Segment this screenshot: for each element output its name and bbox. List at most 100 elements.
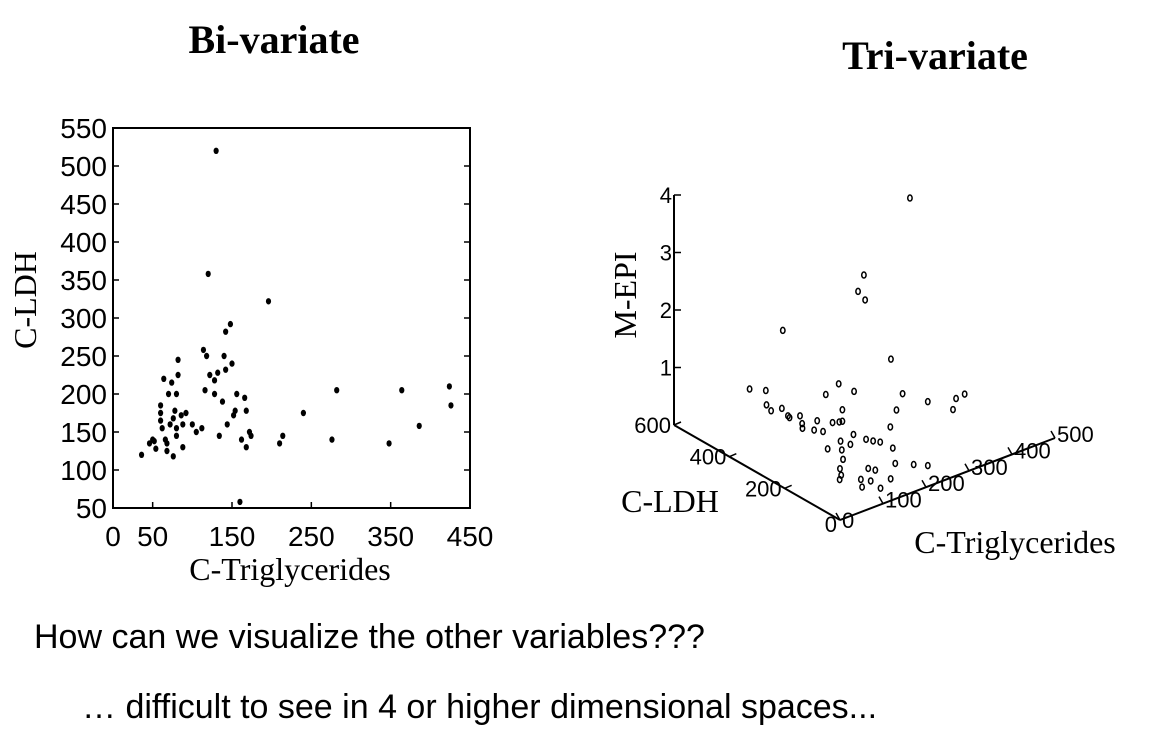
bivariate-point bbox=[164, 440, 170, 447]
trivariate-point bbox=[840, 455, 846, 464]
trivariate-point bbox=[889, 444, 896, 452]
bivariate-y-tick-label: 400 bbox=[60, 227, 107, 258]
trivariate-point bbox=[811, 426, 818, 434]
trivariate-z-tick-label: 4 bbox=[660, 183, 672, 208]
trivariate-y-tick bbox=[839, 516, 848, 521]
bivariate-point bbox=[169, 379, 175, 386]
bivariate-point bbox=[178, 412, 184, 419]
trivariate-point bbox=[814, 417, 821, 425]
bivariate-point bbox=[161, 375, 167, 382]
bivariate-point bbox=[216, 432, 222, 439]
bivariate-point bbox=[329, 436, 335, 443]
trivariate-y-axis bbox=[673, 424, 841, 521]
bivariate-point bbox=[243, 444, 249, 451]
bivariate-point bbox=[227, 320, 234, 328]
trivariate-point bbox=[797, 412, 803, 420]
caption-question: How can we visualize the other variables… bbox=[34, 618, 705, 656]
bivariate-y-tick-label: 100 bbox=[60, 455, 107, 486]
bivariate-point bbox=[151, 437, 157, 445]
bivariate-y-tick-label: 50 bbox=[76, 493, 107, 524]
bivariate-point bbox=[229, 360, 235, 367]
bivariate-point bbox=[173, 432, 180, 439]
trivariate-y-axis-label: C-LDH bbox=[621, 483, 719, 519]
bivariate-point bbox=[448, 402, 454, 409]
trivariate-y-tick-label: 400 bbox=[690, 445, 727, 470]
trivariate-y-tick-label: 0 bbox=[825, 512, 837, 537]
trivariate-point bbox=[872, 466, 879, 474]
trivariate-point bbox=[851, 387, 858, 396]
trivariate-point bbox=[887, 475, 894, 483]
trivariate-point bbox=[779, 326, 786, 335]
bivariate-point bbox=[189, 421, 195, 428]
trivariate-point bbox=[822, 390, 829, 399]
trivariate-point bbox=[746, 385, 753, 393]
trivariate-x-tick bbox=[835, 512, 841, 521]
bivariate-point bbox=[242, 394, 248, 401]
trivariate-point bbox=[837, 437, 844, 445]
trivariate-x-tick-label: 400 bbox=[1014, 438, 1051, 463]
trivariate-point bbox=[961, 390, 968, 398]
trivariate-point bbox=[867, 477, 874, 485]
trivariate-z-tick-label: 1 bbox=[660, 356, 672, 381]
bivariate-x-tick-label: 250 bbox=[288, 521, 335, 552]
bivariate-y-tick-label: 200 bbox=[60, 379, 107, 410]
trivariate-point bbox=[786, 413, 793, 422]
bivariate-point bbox=[243, 407, 249, 414]
bivariate-point bbox=[183, 409, 189, 417]
bivariate-y-tick-label: 150 bbox=[60, 417, 107, 448]
bivariate-point bbox=[223, 366, 229, 373]
trivariate-point bbox=[865, 464, 872, 473]
trivariate-z-tick-label: 3 bbox=[660, 241, 672, 266]
bivariate-y-tick-label: 500 bbox=[60, 151, 107, 182]
bivariate-point bbox=[164, 447, 170, 455]
trivariate-x-tick-label: 500 bbox=[1057, 422, 1094, 447]
trivariate-point bbox=[859, 483, 866, 491]
bivariate-x-tick-label: 50 bbox=[137, 521, 168, 552]
trivariate-point bbox=[906, 194, 913, 202]
bivariate-point bbox=[446, 383, 452, 390]
bivariate-point bbox=[248, 432, 254, 439]
trivariate-x-tick bbox=[964, 463, 970, 472]
trivariate-point bbox=[835, 380, 842, 388]
bivariate-point bbox=[300, 409, 306, 417]
trivariate-point bbox=[836, 418, 843, 426]
bivariate-point bbox=[200, 346, 207, 354]
bivariate-y-axis-label: C-LDH bbox=[7, 251, 43, 349]
trivariate-point bbox=[857, 475, 864, 484]
bivariate-point bbox=[334, 387, 340, 394]
bivariate-point bbox=[175, 371, 181, 379]
trivariate-point bbox=[862, 296, 869, 304]
charts-canvas: 0 50 150 250 350 450 501001502002503003504004… bbox=[7, 113, 1116, 587]
bivariate-y-tick-label: 300 bbox=[60, 303, 107, 334]
trivariate-x-tick bbox=[921, 479, 927, 488]
trivariate-x-tick-label: 100 bbox=[885, 488, 922, 513]
trivariate-x-tick-label: 0 bbox=[842, 508, 854, 533]
bivariate-point bbox=[173, 425, 180, 432]
trivariate-y-tick bbox=[729, 452, 737, 458]
bivariate-point bbox=[399, 387, 405, 394]
bivariate-point bbox=[180, 444, 186, 451]
trivariate-point bbox=[892, 459, 899, 468]
bivariate-point bbox=[219, 398, 226, 405]
bivariate-point bbox=[237, 498, 243, 506]
bivariate-x-tick-label: 0 bbox=[105, 521, 121, 552]
bivariate-x-tick-label: 150 bbox=[209, 521, 256, 552]
bivariate-point bbox=[170, 453, 176, 460]
trivariate-x-tick bbox=[1050, 430, 1056, 439]
trivariate-point bbox=[860, 271, 867, 279]
bivariate-x-tick-label: 350 bbox=[367, 521, 414, 552]
bivariate-point bbox=[386, 440, 392, 447]
bivariate-y-tick-label: 250 bbox=[60, 341, 107, 372]
trivariate-y-tick-label: 200 bbox=[745, 476, 782, 501]
bivariate-point bbox=[199, 425, 205, 432]
trivariate-point bbox=[910, 460, 917, 469]
trivariate-point bbox=[838, 446, 845, 454]
bivariate-point bbox=[213, 147, 219, 154]
trivariate-y-tick bbox=[673, 421, 682, 426]
trivariate-x-tick-label: 200 bbox=[928, 471, 965, 496]
trivariate-point bbox=[924, 461, 931, 470]
trivariate-point bbox=[953, 394, 960, 403]
bivariate-point bbox=[165, 390, 172, 398]
bivariate-point bbox=[211, 377, 218, 384]
